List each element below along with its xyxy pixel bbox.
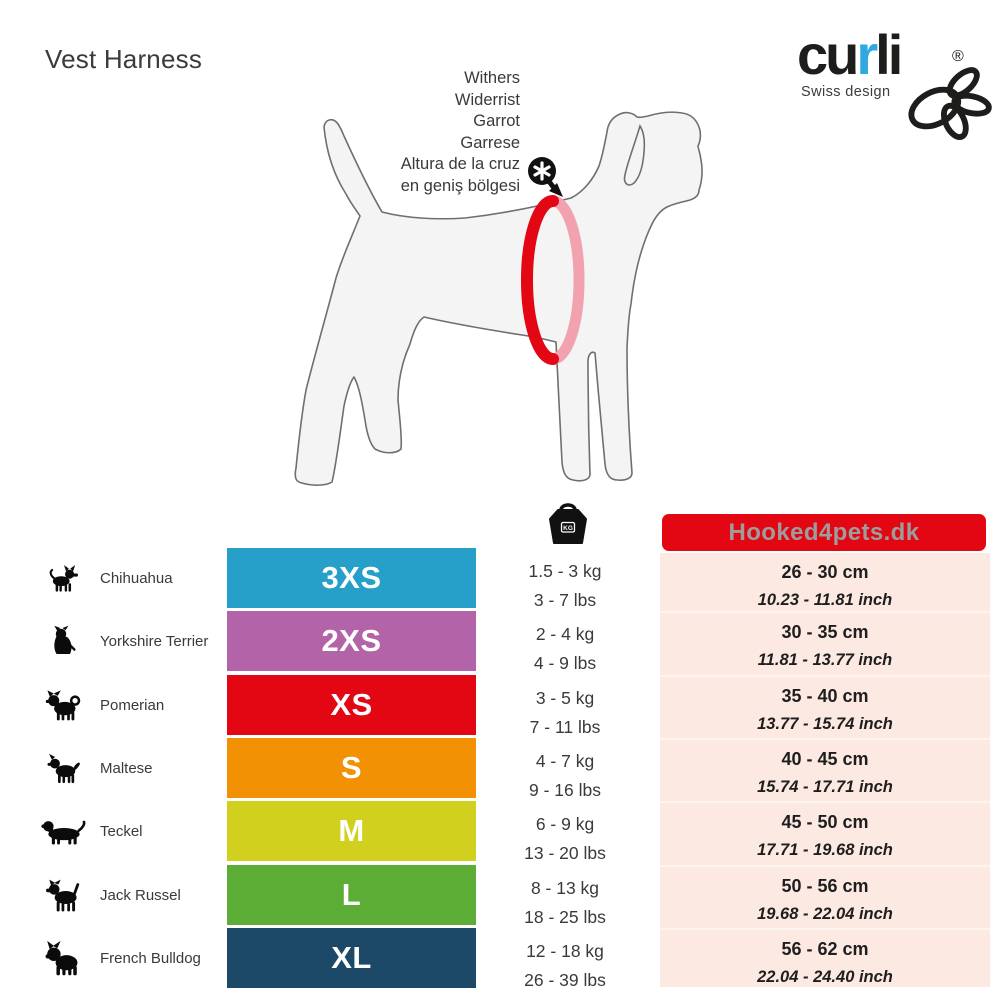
breed-row: Pomerian [35,675,230,735]
weight-cell: 2 - 4 kg 4 - 9 lbs [533,624,597,673]
measurement-cell: 35 - 40 cm 13.77 - 15.74 inch [660,675,990,738]
dog-silhouette [294,111,703,486]
measurement-cell: 30 - 35 cm 11.81 - 13.77 inch [660,611,990,675]
jack-russel-icon [35,878,93,913]
size-bar-s: S [227,738,476,798]
french-bulldog-icon [35,940,93,977]
maltese-icon [35,752,93,785]
size-bar-m: M [227,801,476,861]
yorkshire-terrier-icon [35,625,93,657]
breed-label: Teckel [100,822,143,840]
ring-front-half [521,195,559,365]
pointer-arrowhead [549,183,563,197]
curli-logo: curli ® Swiss design [795,26,995,146]
withers-label: en geniş bölgesi [400,176,520,195]
pomerian-icon [35,688,93,722]
weight-cell: 4 - 7 kg 9 - 16 lbs [529,751,601,800]
weight-cell: 8 - 13 kg 18 - 25 lbs [524,878,606,927]
wordmark-blue-letter: r [856,23,878,86]
measurement-cell: 56 - 62 cm 22.04 - 24.40 inch [660,928,990,987]
weight-cell: 3 - 5 kg 7 - 11 lbs [529,688,601,737]
breed-label: Yorkshire Terrier [100,632,209,650]
registered-trademark: ® [952,48,964,65]
asterisk-icon [533,161,551,181]
retailer-banner: Hooked4pets.dk [662,514,986,551]
withers-label: Widerrist [454,90,520,109]
kg-weight-icon: KG [549,503,587,544]
withers-label: Withers [464,69,520,87]
measurement-cell: 40 - 45 cm 15.74 - 17.71 inch [660,738,990,801]
chihuahua-icon [35,563,93,593]
withers-label: Garrot [473,112,520,131]
measurement-cell: 50 - 56 cm 19.68 - 22.04 inch [660,865,990,928]
weight-cell: 6 - 9 kg 13 - 20 lbs [524,814,606,863]
wordmark-part-1: cu [797,23,859,86]
measurement-cell: 26 - 30 cm 10.23 - 11.81 inch [757,562,893,609]
teckel-icon [35,815,93,848]
breed-row: Yorkshire Terrier [35,611,230,671]
breed-row: French Bulldog [35,928,230,988]
breed-row: Teckel [35,801,230,861]
size-bar-xs: XS [227,675,476,735]
page-title: Vest Harness [45,44,203,74]
breed-row: Maltese [35,738,230,798]
size-bar-3xs: 3XS [227,548,476,608]
brand-tagline: Swiss design [801,84,891,100]
wordmark-part-2: li [875,23,903,86]
weight-cell: 1.5 - 3 kg 3 - 7 lbs [528,561,602,610]
dog-ear-inner-line [623,124,646,186]
breed-row: Chihuahua [35,548,230,608]
breed-label: Jack Russel [100,886,181,904]
size-bar-xl: XL [227,928,476,988]
pointer-line [546,178,556,190]
dog-diagram [294,111,703,486]
asterisk-badge [528,157,563,197]
withers-labels: Withers Widerrist Garrot Garrese Altura … [401,68,520,198]
withers-label: Altura de la cruz [400,155,520,174]
measurement-cell: 45 - 50 cm 17.71 - 19.68 inch [660,801,990,865]
withers-label: Garrese [460,133,520,152]
curli-wordmark: curli [797,23,903,86]
measurement-panel: 26 - 30 cm 10.23 - 11.81 inch 30 - 35 cm 1… [660,553,990,987]
breed-row: Jack Russel [35,865,230,925]
weight-cell: 12 - 18 kg 26 - 39 lbs [524,941,606,990]
svg-text:KG: KG [563,525,573,532]
size-bar-2xs: 2XS [227,611,476,671]
size-bar-l: L [227,865,476,925]
harness-measuring-ring [521,195,585,365]
curli-flower-icon [908,67,992,140]
breed-label: Pomerian [100,696,165,714]
breed-label: French Bulldog [100,949,201,967]
breed-label: Chihuahua [100,569,173,587]
breed-label: Maltese [100,759,153,777]
